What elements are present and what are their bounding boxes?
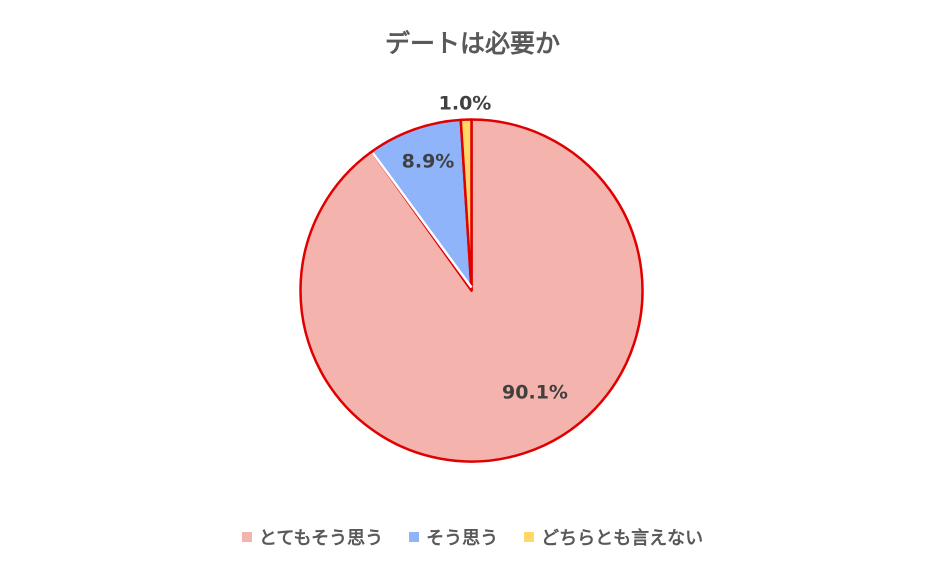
legend-swatch (241, 532, 252, 542)
legend-swatch (524, 532, 535, 542)
legend-item: どちらとも言えない (524, 524, 703, 550)
data-label: 8.9% (402, 151, 455, 173)
legend-label: とてもそう思う (258, 528, 384, 549)
pie-slice (370, 118, 473, 292)
pie-slice (299, 118, 644, 463)
legend-label: どちらとも言えない (541, 528, 704, 549)
data-label: 1.0% (439, 93, 492, 115)
legend-label: そう思う (426, 528, 499, 549)
data-label: 90.1% (502, 382, 568, 404)
legend-item: とてもそう思う (241, 524, 384, 550)
legend: とてもそう思う そう思う どちらとも言えない (0, 524, 945, 550)
pie-slice (459, 118, 473, 292)
legend-item: そう思う (409, 524, 498, 550)
chart-title: デートは必要か (384, 29, 560, 58)
legend-swatch (409, 532, 420, 542)
slice-separator (371, 152, 473, 289)
